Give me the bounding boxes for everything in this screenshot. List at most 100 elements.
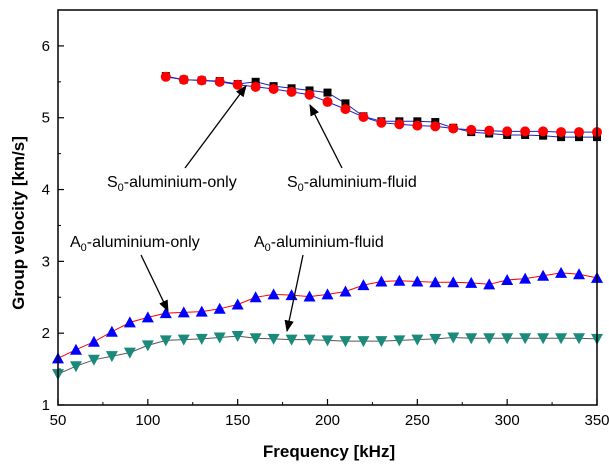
data-point-s3-12 [267, 333, 280, 345]
data-point-s3-16 [339, 336, 352, 348]
data-point-s0-22 [557, 133, 566, 142]
data-point-s3-28 [555, 333, 568, 345]
data-point-s3-15 [321, 335, 334, 347]
svg-text:A0-aluminium-fluid: A0-aluminium-fluid [254, 234, 384, 254]
data-point-s2-16 [339, 285, 352, 297]
data-point-s2-21 [429, 276, 442, 288]
data-point-s3-26 [519, 333, 532, 345]
data-point-s3-4 [123, 347, 136, 359]
data-point-s3-7 [177, 334, 190, 346]
y-tick-label-4: 4 [42, 182, 50, 199]
data-point-s2-4 [123, 316, 136, 328]
data-point-s3-2 [87, 354, 100, 366]
x-tick-label-250: 250 [405, 412, 430, 429]
svg-text:S0-aluminium-fluid: S0-aluminium-fluid [287, 174, 417, 194]
data-point-s1-16 [448, 123, 459, 134]
data-point-s3-9 [213, 332, 226, 344]
data-point-s3-13 [285, 334, 298, 346]
data-point-s2-20 [411, 275, 424, 287]
y-axis-title: Group velocity [km/s] [9, 136, 28, 310]
data-point-s2-6 [159, 307, 172, 319]
data-point-s2-24 [483, 278, 496, 290]
data-point-s3-14 [303, 334, 316, 346]
data-point-s3-17 [357, 336, 370, 348]
data-point-s2-14 [303, 290, 316, 302]
y-tick-label-6: 6 [42, 38, 50, 55]
svg-text:A0-aluminium-only: A0-aluminium-only [70, 234, 200, 254]
annotation-a0-aluminium-fluid: A0-aluminium-fluid [254, 234, 384, 333]
data-point-s2-25 [501, 274, 514, 286]
y-tick-label-5: 5 [42, 110, 50, 127]
annotation-s0-aluminium-fluid: S0-aluminium-fluid [287, 103, 417, 194]
svg-text:S0-aluminium-only: S0-aluminium-only [107, 174, 237, 194]
data-point-s1-9 [322, 96, 333, 107]
y-tick-label-2: 2 [42, 325, 50, 342]
annotations: S0-aluminium-only S0-aluminium-fluid A0-… [70, 85, 417, 333]
data-point-s2-26 [519, 272, 532, 284]
data-point-s1-1 [178, 74, 189, 85]
x-axis-title: Frequency [kHz] [263, 442, 395, 461]
data-point-s2-17 [357, 279, 370, 291]
data-point-s2-2 [87, 335, 100, 347]
data-point-s3-20 [411, 334, 424, 346]
series-3 [52, 331, 603, 381]
data-point-s2-22 [447, 276, 460, 288]
data-point-s3-8 [195, 333, 208, 345]
data-point-s3-19 [393, 335, 406, 347]
data-point-s3-18 [375, 336, 388, 348]
x-tick-label-300: 300 [495, 412, 520, 429]
data-point-s1-7 [286, 86, 297, 97]
arrow-a0-aluminium-only [140, 254, 169, 313]
series-1 [160, 71, 602, 138]
data-point-s1-18 [484, 125, 495, 136]
series-0 [161, 72, 601, 142]
data-point-s2-18 [375, 275, 388, 287]
data-point-s3-1 [69, 361, 82, 373]
annotation-s0-aluminium-only: S0-aluminium-only [107, 85, 247, 194]
data-point-s1-21 [538, 126, 549, 137]
data-point-s1-4 [232, 79, 243, 90]
annotation-a0-aluminium-only: A0-aluminium-only [70, 234, 200, 313]
data-point-s1-6 [268, 84, 279, 94]
data-point-s2-15 [321, 288, 334, 300]
arrow-a0-aluminium-fluid [284, 254, 304, 333]
data-point-s3-11 [249, 333, 262, 345]
data-point-s2-23 [465, 276, 478, 288]
y-tick-label-1: 1 [42, 397, 50, 414]
data-point-s0-9 [323, 88, 332, 97]
data-point-s3-6 [159, 335, 172, 347]
data-point-s3-21 [429, 333, 442, 345]
data-point-s1-8 [304, 89, 315, 100]
x-tick-label-50: 50 [50, 412, 67, 429]
data-point-s3-5 [141, 340, 154, 352]
plot-frame [57, 9, 598, 406]
data-point-s1-11 [358, 112, 369, 123]
data-point-s3-29 [573, 333, 586, 345]
data-point-s3-22 [447, 332, 460, 344]
data-point-s0-5 [251, 77, 260, 86]
data-point-s1-17 [466, 124, 477, 135]
data-point-s2-3 [105, 325, 118, 337]
data-point-s1-20 [520, 126, 531, 137]
x-tick-label-200: 200 [315, 412, 340, 429]
data-point-s1-14 [412, 120, 423, 131]
data-point-s1-19 [502, 126, 513, 137]
data-point-s1-22 [556, 127, 567, 138]
data-point-s1-5 [250, 81, 261, 92]
data-point-s2-11 [249, 291, 262, 303]
data-point-s1-0 [160, 71, 171, 82]
data-point-s1-2 [196, 75, 207, 86]
data-point-s2-27 [537, 269, 550, 281]
data-point-s1-15 [430, 121, 441, 132]
data-point-s2-5 [141, 311, 154, 323]
data-point-s2-12 [267, 288, 280, 300]
data-point-s2-8 [195, 305, 208, 317]
y-tick-label-3: 3 [42, 253, 50, 270]
data-point-s2-19 [393, 274, 406, 286]
data-point-s1-3 [214, 76, 225, 87]
data-point-s2-9 [213, 302, 226, 314]
data-point-s1-10 [340, 104, 351, 115]
arrow-s0-aluminium-fluid [309, 103, 343, 169]
data-point-s3-27 [537, 333, 550, 345]
